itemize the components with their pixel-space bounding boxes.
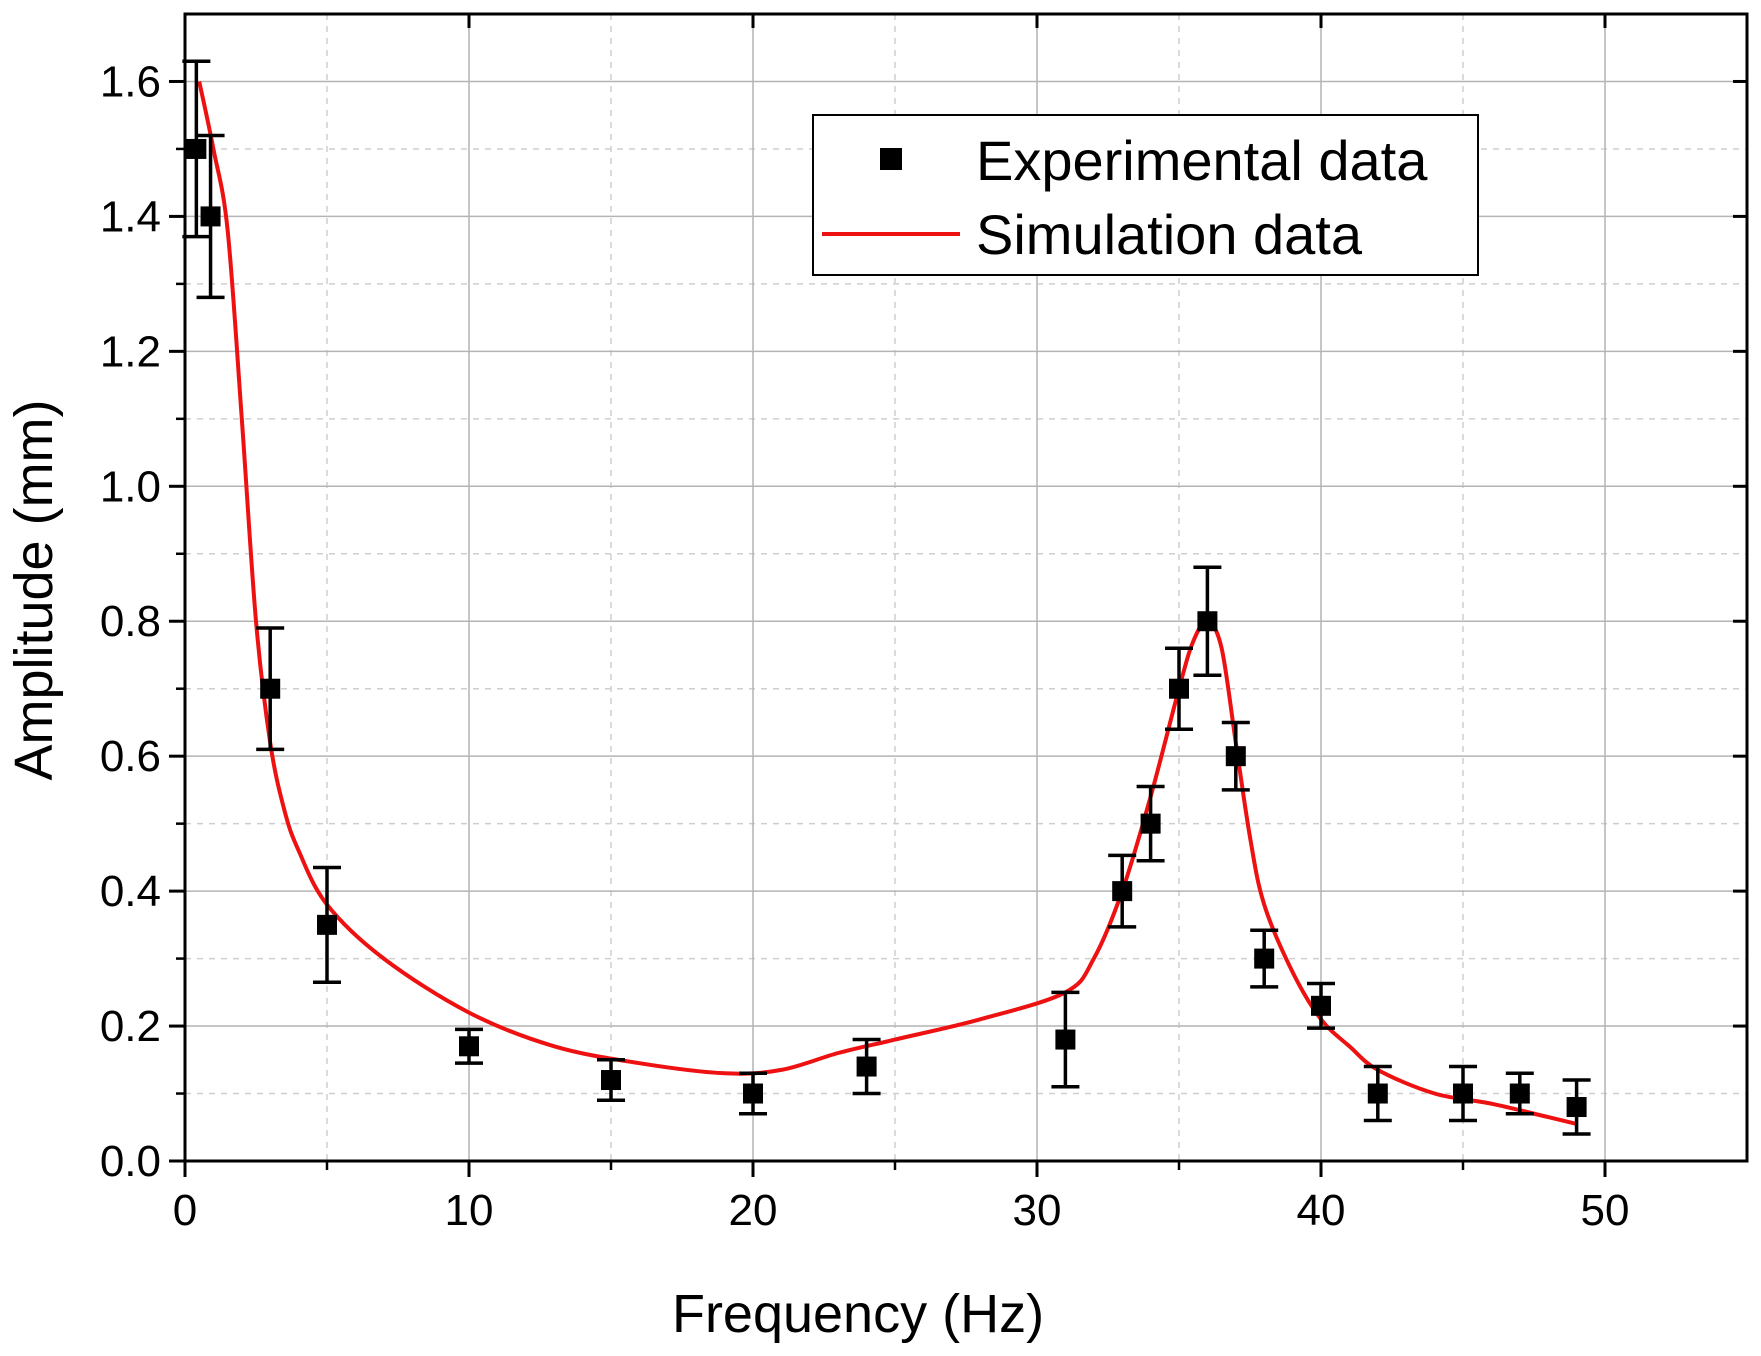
y-tick-label: 1.4 xyxy=(100,192,161,241)
y-tick-label: 0.2 xyxy=(100,1002,161,1051)
data-point xyxy=(601,1070,621,1091)
legend-box xyxy=(812,114,1479,276)
axes: 0 10 20 30 40 50 0.0 0.2 0.4 0.6 0.8 1.0 1.2 1.4 1.6 xyxy=(100,12,1749,1235)
data-point xyxy=(1566,1097,1587,1118)
y-tick-label: 1.6 xyxy=(100,57,161,106)
data-point xyxy=(1453,1083,1473,1104)
y-tick-label: 0.4 xyxy=(100,867,161,916)
x-tick-label: 10 xyxy=(445,1186,494,1235)
data-point xyxy=(1225,746,1246,767)
x-tick-label: 20 xyxy=(729,1186,778,1235)
y-axis-title: Amplitude (mm) xyxy=(4,399,64,780)
legend-marker-experimental xyxy=(880,148,902,170)
data-point xyxy=(260,678,281,699)
data-point xyxy=(1055,1029,1076,1050)
grid xyxy=(185,14,1747,1161)
data-point xyxy=(186,138,207,159)
legend-label-simulation: Simulation data xyxy=(976,203,1363,266)
data-point xyxy=(856,1056,877,1077)
data-point xyxy=(743,1083,763,1104)
y-tick-label: 0.0 xyxy=(100,1137,161,1186)
data-point xyxy=(200,206,221,227)
data-point xyxy=(1112,881,1133,902)
y-tick-label: 1.2 xyxy=(100,327,161,376)
data-point xyxy=(1197,611,1218,632)
data-point xyxy=(1169,678,1189,699)
data-point xyxy=(1509,1083,1530,1104)
y-tick-label: 0.6 xyxy=(100,732,161,781)
plot-frame xyxy=(183,12,1749,1163)
legend: Experimental data Simulation data xyxy=(812,114,1479,276)
data-point xyxy=(1140,813,1161,834)
x-tick-label: 0 xyxy=(173,1186,197,1235)
x-tick-label: 50 xyxy=(1581,1186,1630,1235)
x-axis-title: Frequency (Hz) xyxy=(672,1284,1044,1344)
data-point xyxy=(317,914,337,935)
data-point xyxy=(1367,1083,1388,1104)
y-tick-label: 1.0 xyxy=(100,462,161,511)
y-tick-label: 0.8 xyxy=(100,597,161,646)
x-tick-label: 40 xyxy=(1297,1186,1346,1235)
series xyxy=(182,59,1591,1136)
data-point xyxy=(1311,995,1331,1016)
data-point xyxy=(459,1036,479,1057)
x-tick-label: 30 xyxy=(1013,1186,1062,1235)
data-point xyxy=(1254,948,1275,969)
legend-label-experimental: Experimental data xyxy=(976,129,1428,192)
